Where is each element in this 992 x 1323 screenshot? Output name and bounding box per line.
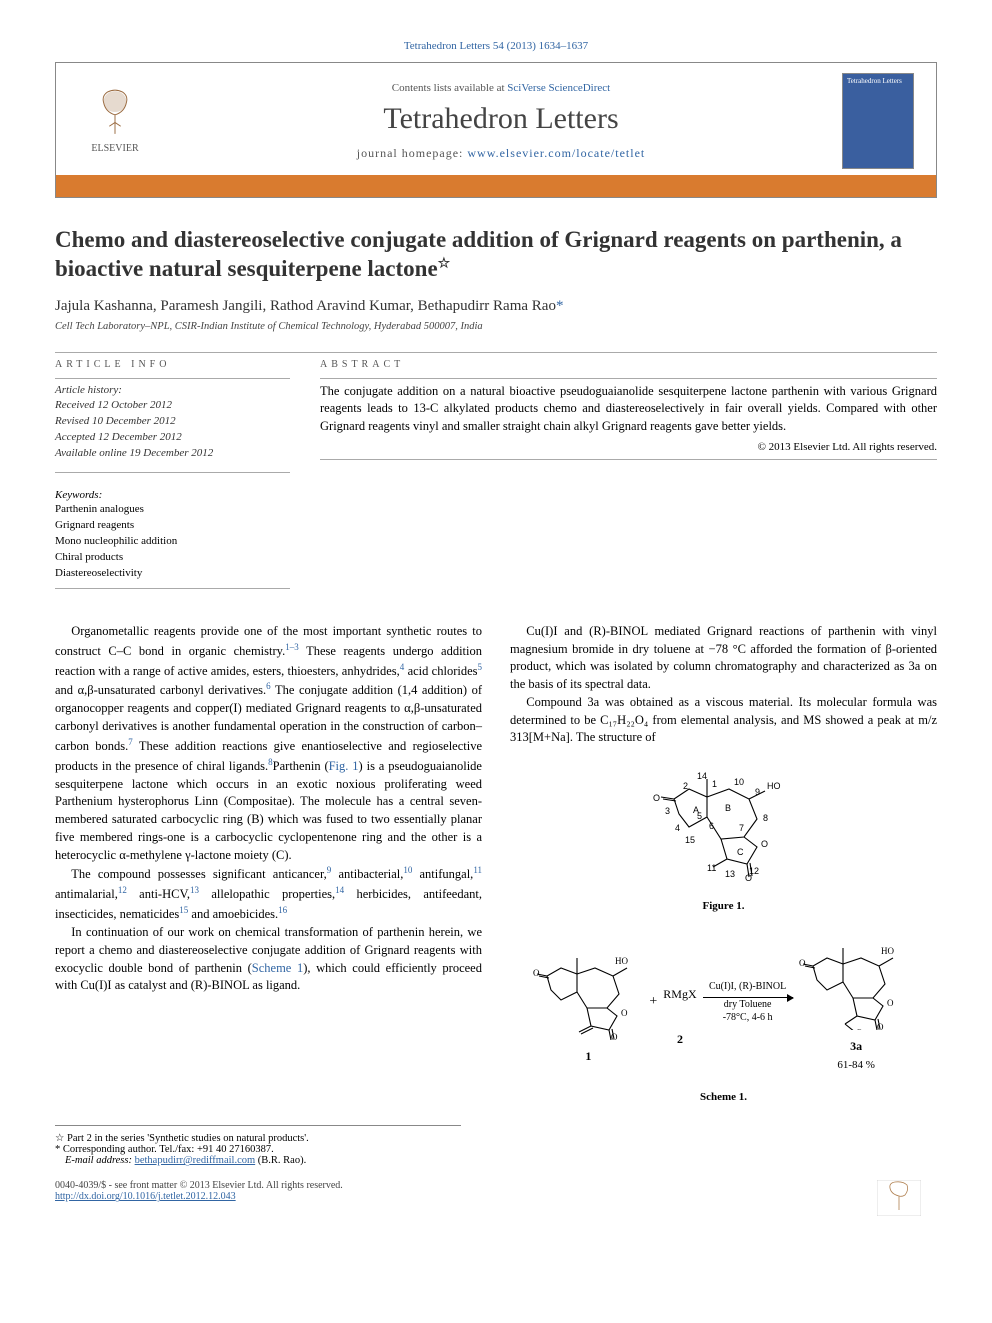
- article-title: Chemo and diastereoselective conjugate a…: [55, 226, 937, 284]
- svg-text:HO: HO: [881, 946, 894, 956]
- svg-text:6: 6: [709, 821, 714, 831]
- figure-1: 1421109 3A5B8 O467 1511CO 13O12 HO Figur…: [510, 759, 937, 914]
- svg-text:O: O: [611, 1032, 618, 1040]
- journal-title: Tetrahedron Letters: [160, 102, 842, 136]
- figure-link[interactable]: Fig. 1: [329, 759, 359, 773]
- svg-text:R: R: [857, 1028, 863, 1030]
- title-footnote-mark: ☆: [438, 256, 451, 271]
- svg-text:B: B: [725, 803, 731, 813]
- svg-text:4: 4: [675, 823, 680, 833]
- email-link[interactable]: bethapudirr@rediffmail.com: [135, 1155, 256, 1166]
- sciencedirect-link[interactable]: SciVerse ScienceDirect: [507, 82, 610, 94]
- citation-link[interactable]: 10: [403, 865, 412, 875]
- journal-cover-thumbnail: Tetrahedron Letters: [842, 73, 914, 169]
- copyright: © 2013 Elsevier Ltd. All rights reserved…: [320, 441, 937, 453]
- svg-text:12: 12: [749, 866, 759, 876]
- contents-available-line: Contents lists available at SciVerse Sci…: [160, 82, 842, 94]
- svg-text:HO: HO: [767, 781, 781, 791]
- journal-header-box: ELSEVIER Contents lists available at Sci…: [55, 62, 937, 198]
- citation-link[interactable]: 1–3: [285, 642, 299, 652]
- publisher-logo: ELSEVIER: [70, 88, 160, 154]
- journal-reference: Tetrahedron Letters 54 (2013) 1634–1637: [55, 40, 937, 52]
- svg-text:O: O: [887, 998, 894, 1008]
- corresponding-mark: *: [556, 298, 564, 314]
- figure-1-caption: Figure 1.: [510, 899, 937, 915]
- svg-text:10: 10: [734, 777, 744, 787]
- scheme-link[interactable]: Scheme 1: [252, 961, 303, 975]
- citation-link[interactable]: 5: [478, 662, 483, 672]
- svg-text:1: 1: [712, 779, 717, 789]
- elsevier-tree-icon: [96, 88, 134, 136]
- keywords-header: Keywords:: [55, 489, 290, 501]
- elsevier-footer-icon: [877, 1180, 921, 1216]
- svg-text:9: 9: [755, 787, 760, 797]
- molecule-reactant-icon: O O O HO: [533, 940, 643, 1040]
- page-footer: 0040-4039/$ - see front matter © 2013 El…: [55, 1180, 937, 1219]
- reaction-conditions: Cu(I)I, (R)-BINOL dry Toluene -78°C, 4-6…: [703, 980, 793, 1024]
- svg-text:7: 7: [739, 823, 744, 833]
- svg-text:C: C: [737, 847, 744, 857]
- svg-text:5: 5: [697, 811, 702, 821]
- svg-text:O: O: [877, 1022, 884, 1030]
- citation-link[interactable]: 16: [278, 905, 287, 915]
- grignard-reagent: RMgX: [663, 986, 696, 1003]
- abstract-text: The conjugate addition on a natural bioa…: [320, 383, 937, 436]
- svg-text:3: 3: [665, 806, 670, 816]
- svg-text:O: O: [761, 839, 768, 849]
- author-list: Jajula Kashanna, Paramesh Jangili, Ratho…: [55, 298, 937, 315]
- citation-link[interactable]: 11: [473, 865, 482, 875]
- citation-link[interactable]: 12: [118, 885, 127, 895]
- body-column-left: Organometallic reagents provide one of t…: [55, 623, 482, 1106]
- svg-text:O: O: [653, 793, 660, 803]
- molecule-product-icon: O O O HO R: [799, 930, 914, 1030]
- journal-homepage: journal homepage: www.elsevier.com/locat…: [160, 146, 842, 161]
- svg-text:O: O: [621, 1008, 628, 1018]
- svg-text:O: O: [799, 958, 806, 968]
- reaction-arrow-icon: [703, 997, 793, 998]
- keywords-list: Parthenin analogues Grignard reagents Mo…: [55, 502, 290, 582]
- affiliation: Cell Tech Laboratory–NPL, CSIR-Indian In…: [55, 321, 937, 332]
- doi-link[interactable]: http://dx.doi.org/10.1016/j.tetlet.2012.…: [55, 1191, 236, 1202]
- svg-text:15: 15: [685, 835, 695, 845]
- reaction-yield: 61-84 %: [799, 1058, 914, 1074]
- citation-link[interactable]: 14: [335, 885, 344, 895]
- molecule-structure-icon: 1421109 3A5B8 O467 1511CO 13O12 HO: [649, 759, 799, 889]
- scheme-1: O O O HO 1 + RMgX 2 Cu(I)I, (R)-BINOL: [510, 930, 937, 1105]
- citation-link[interactable]: 13: [190, 885, 199, 895]
- homepage-link[interactable]: www.elsevier.com/locate/tetlet: [467, 146, 645, 160]
- svg-text:O: O: [533, 968, 540, 978]
- svg-text:11: 11: [707, 863, 716, 873]
- abstract-header: ABSTRACT: [320, 359, 937, 370]
- scheme-1-caption: Scheme 1.: [510, 1090, 937, 1106]
- article-history: Article history: Received 12 October 201…: [55, 383, 290, 463]
- header-accent-bar: [56, 175, 936, 197]
- divider: [55, 352, 937, 353]
- footnotes: ☆ Part 2 in the series 'Synthetic studie…: [55, 1125, 461, 1166]
- citation-link[interactable]: 15: [179, 905, 188, 915]
- svg-text:13: 13: [725, 869, 735, 879]
- publisher-name: ELSEVIER: [70, 143, 160, 154]
- svg-text:8: 8: [763, 813, 768, 823]
- svg-text:14: 14: [697, 771, 707, 781]
- svg-text:HO: HO: [615, 956, 628, 966]
- svg-text:2: 2: [683, 781, 688, 791]
- article-info-header: ARTICLE INFO: [55, 359, 290, 370]
- body-column-right: Cu(I)I and (R)-BINOL mediated Grignard r…: [510, 623, 937, 1106]
